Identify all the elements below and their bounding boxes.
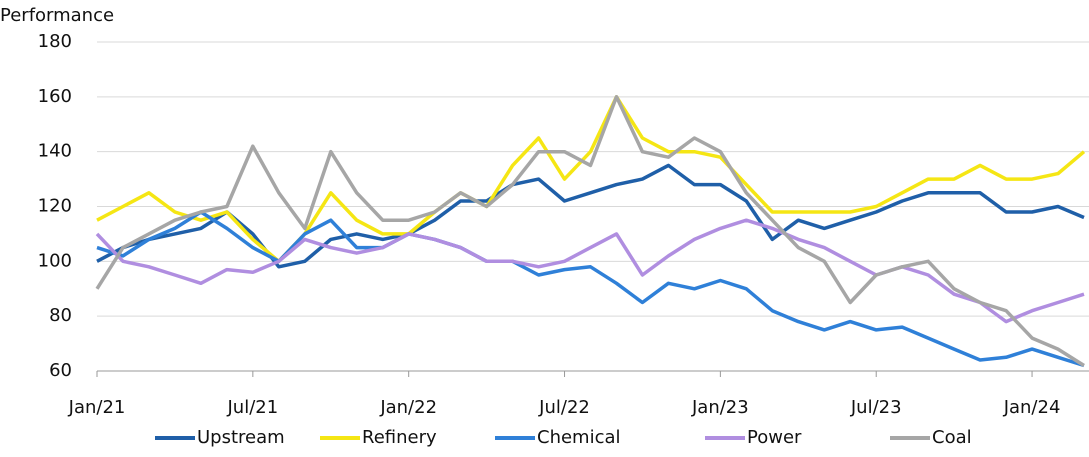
y-tick-label: 80 (49, 305, 72, 326)
y-tick-label: 100 (38, 250, 72, 271)
series-line (96, 95, 1086, 264)
x-tick-label: Jul/22 (538, 397, 590, 418)
series-line (96, 210, 1085, 368)
y-tick-label: 160 (38, 86, 72, 107)
legend-label: Power (747, 427, 802, 448)
y-tick-label: 120 (38, 196, 72, 217)
legend-label: Coal (932, 427, 972, 448)
x-tick-label: Jan/23 (691, 397, 749, 418)
x-tick-label: Jan/24 (1003, 397, 1061, 418)
y-tick-label: 180 (38, 31, 72, 52)
x-tick-label: Jan/22 (379, 397, 437, 418)
x-tick-label: Jul/21 (226, 397, 278, 418)
y-tick-label: 60 (49, 360, 72, 381)
x-tick-label: Jul/23 (850, 397, 902, 418)
series-line (95, 218, 1085, 324)
legend-label: Refinery (362, 427, 437, 448)
series-line (95, 95, 1085, 367)
x-tick-label: Jan/21 (68, 397, 126, 418)
y-axis-label: Performance (0, 5, 114, 26)
legend-label: Chemical (537, 427, 621, 448)
legend-label: Upstream (197, 427, 285, 448)
y-tick-label: 140 (38, 141, 72, 162)
